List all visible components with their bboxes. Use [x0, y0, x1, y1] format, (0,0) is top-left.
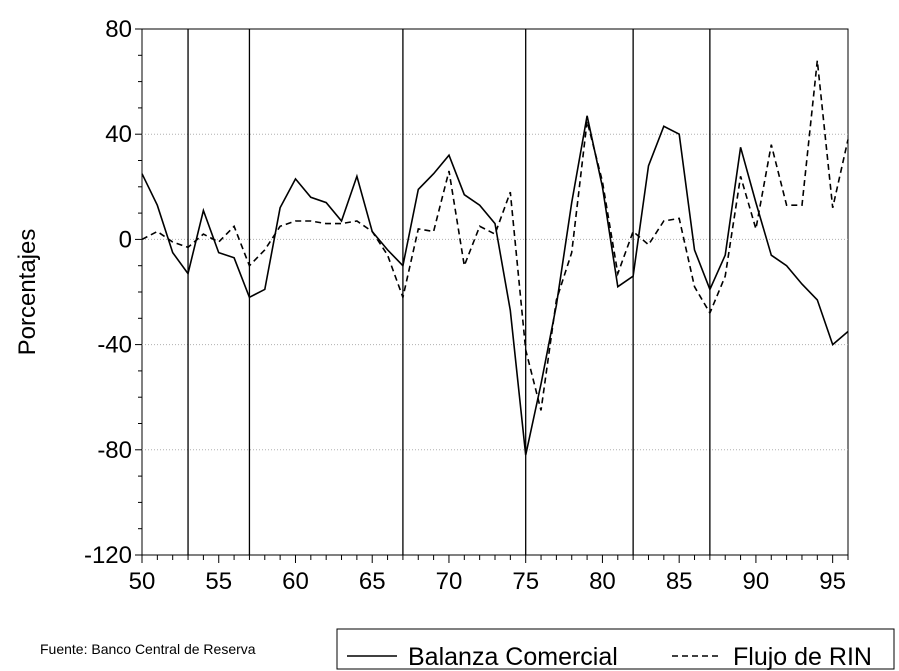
x-tick-label: 60 [282, 568, 309, 595]
legend-label-flujo-de-rin: Flujo de RIN [733, 643, 872, 671]
y-tick-label: 0 [119, 226, 132, 253]
y-tick-label: 40 [105, 121, 132, 148]
y-tick-label: -80 [97, 437, 132, 464]
series-line-balanza-comercial [141, 115, 849, 456]
y-axis: 80 40 0 -40 -80 -120 [84, 16, 142, 569]
legend-box [336, 628, 895, 670]
x-axis: 50 55 60 65 70 75 80 85 90 95 [129, 555, 849, 595]
x-tick-label: 80 [589, 568, 616, 595]
x-tick-label: 75 [512, 568, 539, 595]
source-note: Fuente: Banco Central de Reserva [40, 641, 256, 657]
series-line-flujo-de-rin [141, 60, 849, 411]
x-tick-label: 90 [743, 568, 770, 595]
x-tick-label: 50 [129, 568, 156, 595]
y-tick-label: -40 [97, 332, 132, 359]
series-lines [141, 60, 849, 456]
gridlines [142, 133, 848, 451]
vertical-markers [187, 29, 711, 555]
legend-label-balanza-comercial: Balanza Comercial [408, 643, 618, 671]
legend: Balanza Comercial Flujo de RIN [336, 628, 895, 671]
y-axis-label: Porcentajes [14, 229, 41, 356]
y-tick-label: -120 [84, 542, 132, 569]
x-tick-label: 95 [819, 568, 846, 595]
x-tick-label: 65 [359, 568, 386, 595]
x-tick-label: 55 [205, 568, 232, 595]
x-tick-label: 85 [666, 568, 693, 595]
y-tick-label: 80 [105, 16, 132, 43]
x-tick-label: 70 [436, 568, 463, 595]
